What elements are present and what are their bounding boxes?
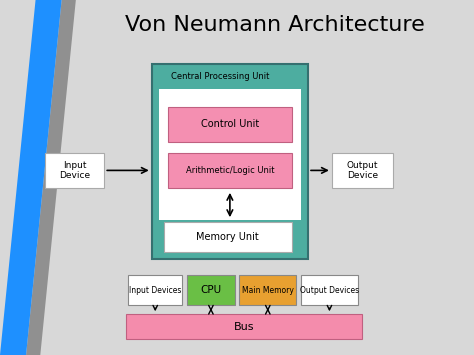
- Text: Central Processing Unit: Central Processing Unit: [171, 72, 269, 81]
- Text: CPU: CPU: [201, 285, 221, 295]
- Polygon shape: [26, 0, 76, 355]
- Text: Input
Device: Input Device: [59, 161, 90, 180]
- FancyBboxPatch shape: [126, 314, 362, 339]
- FancyBboxPatch shape: [301, 275, 358, 305]
- Text: Output Devices: Output Devices: [300, 286, 359, 295]
- FancyBboxPatch shape: [168, 106, 292, 142]
- FancyBboxPatch shape: [152, 64, 308, 259]
- Polygon shape: [0, 0, 62, 355]
- FancyBboxPatch shape: [239, 275, 296, 305]
- Text: Output
Device: Output Device: [347, 161, 378, 180]
- Text: Bus: Bus: [233, 322, 254, 332]
- FancyBboxPatch shape: [332, 153, 393, 188]
- Text: Memory Unit: Memory Unit: [196, 232, 259, 242]
- FancyBboxPatch shape: [168, 153, 292, 188]
- FancyBboxPatch shape: [187, 275, 235, 305]
- Text: Input Devices: Input Devices: [129, 286, 182, 295]
- Text: Von Neumann Architecture: Von Neumann Architecture: [125, 15, 425, 35]
- FancyBboxPatch shape: [128, 275, 182, 305]
- Text: Main Memory: Main Memory: [242, 286, 294, 295]
- FancyBboxPatch shape: [45, 153, 104, 188]
- FancyBboxPatch shape: [159, 89, 301, 220]
- Text: Arithmetic/Logic Unit: Arithmetic/Logic Unit: [186, 166, 274, 175]
- FancyBboxPatch shape: [164, 222, 292, 252]
- Text: Control Unit: Control Unit: [201, 119, 259, 129]
